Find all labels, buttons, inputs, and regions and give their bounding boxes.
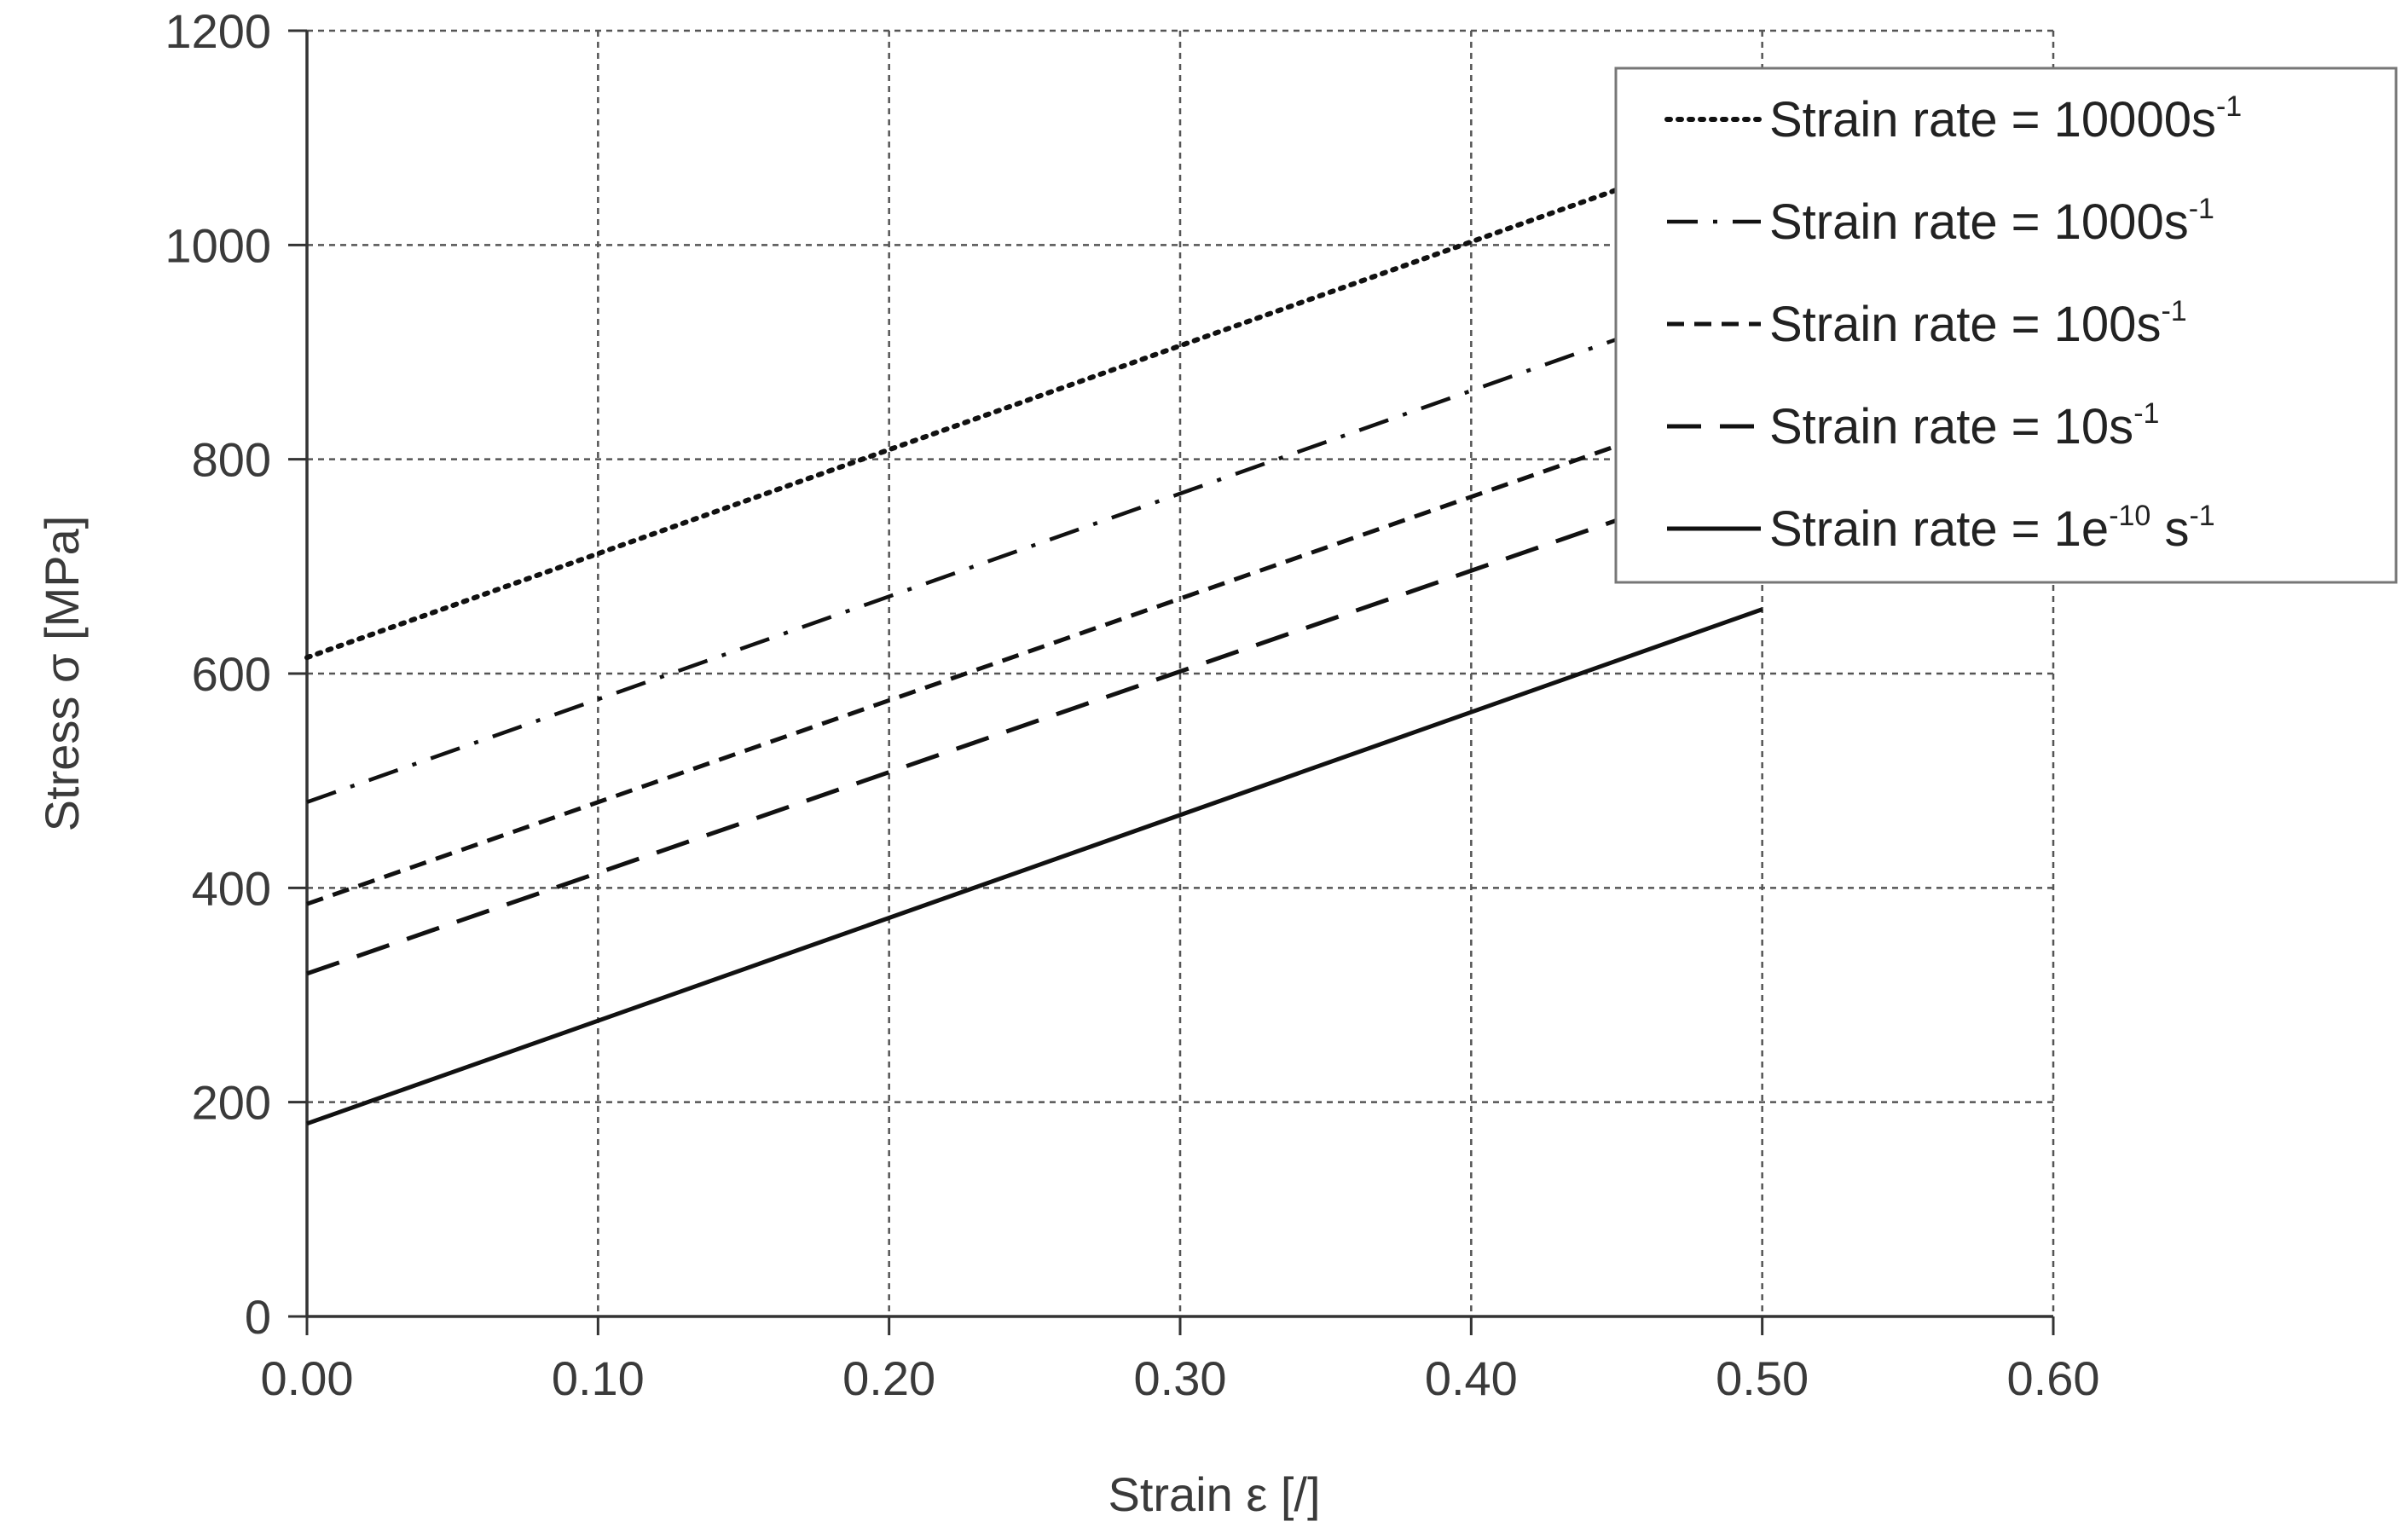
x-tick-label: 0.50 xyxy=(1716,1351,1809,1405)
legend-label-exponent: -1 xyxy=(2216,90,2242,123)
legend-label-exponent: -10 xyxy=(2109,500,2150,532)
series-line-5 xyxy=(306,607,1763,1126)
y-tick-label: 1000 xyxy=(165,218,271,272)
x-tick-label: 0.00 xyxy=(261,1351,354,1405)
y-axis-title: Stress σ [MPa] xyxy=(35,516,89,832)
legend-label-text: Strain rate = 1e xyxy=(1769,501,2109,557)
series-line-2 xyxy=(306,286,1763,804)
series-line-3 xyxy=(306,392,1763,906)
x-tick-label: 0.10 xyxy=(552,1351,645,1405)
legend-box xyxy=(1614,67,2398,584)
x-axis-title: Strain ε [/] xyxy=(1108,1467,1320,1521)
legend-label-5: Strain rate = 1e-10 s-1 xyxy=(1769,500,2215,557)
legend-label-text: Strain rate = 10s xyxy=(1769,399,2133,454)
legend-label-text: Strain rate = 10000s xyxy=(1769,92,2216,148)
series-line-4 xyxy=(306,467,1763,976)
series-line-1 xyxy=(304,135,1765,661)
y-tick-label: 600 xyxy=(192,647,271,701)
y-tick-label: 200 xyxy=(192,1076,271,1130)
legend-label-1: Strain rate = 10000s-1 xyxy=(1769,90,2242,148)
y-tick-label: 400 xyxy=(192,861,271,915)
tick-labels: 0 200 400 600 800 1000 1200 0.00 0.10 0.20 0.30 0.4… xyxy=(165,4,2099,1405)
series-lines xyxy=(304,135,1765,1126)
legend-label-exponent: -1 xyxy=(2189,193,2214,225)
legend-label-3: Strain rate = 100s-1 xyxy=(1769,295,2187,352)
axes xyxy=(288,29,2055,1335)
legend-label-text: Strain rate = 1000s xyxy=(1769,194,2189,250)
x-tick-label: 0.60 xyxy=(2007,1351,2100,1405)
legend-label-exponent: -1 xyxy=(2189,500,2214,532)
legend-label-2: Strain rate = 1000s-1 xyxy=(1769,193,2214,250)
legend-label-4: Strain rate = 10s-1 xyxy=(1769,397,2159,454)
x-tick-label: 0.40 xyxy=(1425,1351,1518,1405)
y-tick-label: 0 xyxy=(245,1290,271,1344)
legend-label-exponent: -1 xyxy=(2133,397,2159,430)
legend-label-text: Strain rate = 100s xyxy=(1769,297,2161,352)
x-tick-label: 0.20 xyxy=(842,1351,935,1405)
legend-label-exponent: -1 xyxy=(2161,295,2186,327)
legend-label-unit: s xyxy=(2150,501,2189,557)
y-tick-label: 800 xyxy=(192,433,271,487)
y-tick-label: 1200 xyxy=(165,4,271,58)
x-tick-label: 0.30 xyxy=(1134,1351,1227,1405)
